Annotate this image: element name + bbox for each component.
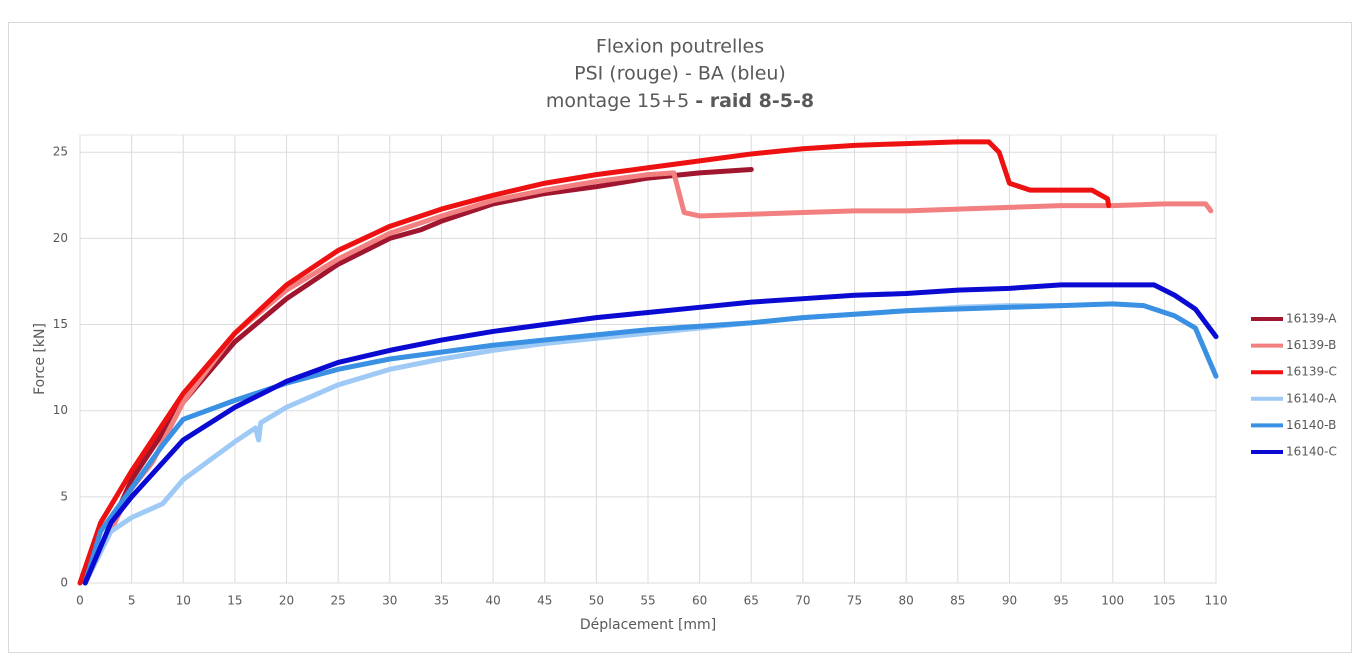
x-tick-label: 110	[1205, 594, 1228, 608]
legend-label: 16139-B	[1286, 338, 1336, 352]
chart-title: montage 15+5	[546, 90, 689, 112]
x-tick-label: 100	[1101, 594, 1124, 608]
x-tick-label: 50	[589, 594, 604, 608]
series-line	[82, 282, 1219, 586]
chart-title: Flexion poutrelles	[596, 36, 764, 58]
x-tick-label: 70	[795, 594, 810, 608]
x-tick-label: 5	[128, 594, 136, 608]
x-tick-label: 80	[899, 594, 914, 608]
chart-border	[8, 22, 1352, 653]
chart-title-bold: - raid 8-5-8	[695, 90, 814, 112]
x-tick-label: 0	[76, 594, 84, 608]
y-tick-label: 15	[53, 317, 68, 331]
x-tick-label: 20	[279, 594, 294, 608]
series-line	[82, 301, 1219, 586]
legend-label: 16140-B	[1286, 418, 1336, 432]
y-axis-label: Force [kN]	[32, 323, 48, 395]
x-tick-label: 30	[382, 594, 397, 608]
x-tick-label: 55	[640, 594, 655, 608]
x-tick-label: 60	[692, 594, 707, 608]
x-tick-label: 45	[537, 594, 552, 608]
x-tick-label: 15	[227, 594, 242, 608]
legend-label: 16139-C	[1286, 365, 1337, 379]
x-tick-label: 90	[1002, 594, 1017, 608]
x-tick-label: 105	[1153, 594, 1176, 608]
y-tick-label: 20	[53, 231, 68, 245]
x-tick-label: 85	[950, 594, 965, 608]
chart-title: PSI (rouge) - BA (bleu)	[574, 63, 786, 85]
x-tick-label: 25	[331, 594, 346, 608]
chart-title: montage 15+5 - raid 8-5-8	[546, 90, 814, 112]
x-tick-label: 65	[744, 594, 759, 608]
y-tick-label: 10	[53, 403, 68, 417]
x-tick-label: 75	[847, 594, 862, 608]
x-axis-label: Déplacement [mm]	[580, 617, 716, 633]
x-tick-label: 35	[434, 594, 449, 608]
x-tick-label: 95	[1053, 594, 1068, 608]
plot	[77, 139, 1219, 586]
y-tick-label: 0	[60, 576, 68, 590]
legend: 16139-A 16139-B 16139-C 16140-A 16140-B 16140…	[1251, 312, 1337, 459]
series-line	[77, 139, 1112, 586]
legend-label: 16140-A	[1286, 391, 1337, 405]
y-tick-label: 25	[53, 145, 68, 159]
legend-label: 16139-A	[1286, 312, 1337, 326]
y-tick-label: 5	[60, 489, 68, 503]
x-tick-label: 10	[176, 594, 191, 608]
x-tick-label: 40	[485, 594, 500, 608]
legend-label: 16140-C	[1286, 445, 1337, 459]
